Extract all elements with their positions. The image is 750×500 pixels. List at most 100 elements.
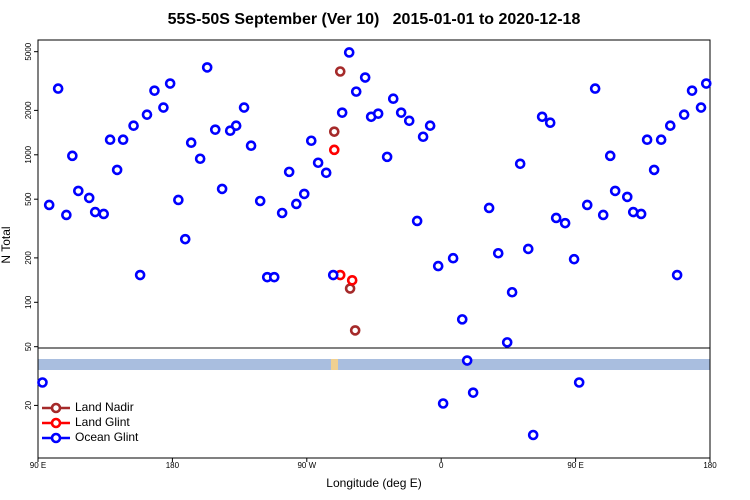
point [328,126,340,137]
point [173,194,184,206]
point [522,243,534,255]
point [483,202,495,214]
y-tick-label: 5000 [24,42,33,60]
point [432,260,444,272]
point [411,215,423,227]
point [128,120,139,131]
point [641,134,653,146]
point [686,85,698,96]
point [194,153,206,165]
point [67,150,78,162]
point [276,207,288,219]
point [336,107,348,118]
point [447,252,459,264]
y-tick-label: 20 [24,400,33,409]
point [238,102,250,113]
point [597,209,609,221]
point [104,134,116,146]
point [117,134,129,146]
point [230,120,242,131]
point [395,107,407,118]
point [536,111,548,123]
point [185,137,197,149]
legend-label: Ocean Glint [75,430,139,444]
legend-marker [50,417,62,429]
x-tick-label: 90 E [567,461,583,470]
point [424,120,436,131]
point [158,102,169,113]
point [506,286,518,298]
point [387,93,399,105]
point [254,195,266,207]
legend-marker [50,402,62,414]
x-tick-label: 180 [166,461,180,470]
point [664,120,676,131]
point [283,166,295,178]
point [621,191,633,203]
point [501,337,513,348]
y-tick-label: 200 [24,251,33,265]
point [149,85,160,96]
point [648,164,660,176]
y-tick-label: 500 [24,192,33,206]
x-tick-label: 90 W [297,461,316,470]
point [527,429,539,441]
point [359,72,371,83]
point [73,185,84,197]
legend-label: Land Nadir [75,400,134,414]
point [437,398,449,409]
y-axis-label: N Total [0,226,13,263]
point [343,47,355,58]
point [678,109,690,120]
point [467,387,479,398]
point [417,131,429,143]
point [334,66,346,77]
point [514,158,526,170]
point [695,102,707,113]
point [305,135,317,147]
point [291,198,302,210]
point [83,192,95,204]
y-tick-label: 100 [24,295,33,309]
point [320,167,332,179]
point [61,209,72,221]
point [609,185,621,197]
point [372,108,384,119]
point [550,212,562,224]
y-tick-label: 50 [24,342,33,351]
chart-title: 55S-50S September (Ver 10) 2015-01-01 to… [168,11,581,28]
point [456,314,468,325]
point [346,274,358,286]
x-tick-label: 90 E [30,461,46,470]
point [37,377,48,388]
point [216,183,228,195]
point [344,283,356,294]
point [141,109,153,120]
map-strip [38,359,710,370]
point [461,355,473,366]
legend-label: Land Glint [75,415,130,429]
map-land [331,359,338,370]
point [164,78,176,89]
point [52,83,64,94]
point [298,188,310,200]
point [403,115,415,127]
point [328,144,340,156]
point [43,199,55,211]
legend-marker [50,432,62,444]
point [201,62,213,73]
point [589,83,601,94]
x-tick-label: 180 [703,461,717,470]
point [89,206,101,218]
point [700,78,712,89]
point [349,325,361,336]
point [581,199,593,211]
x-tick-label: 0 [439,461,444,470]
point [604,150,616,162]
point [111,164,123,176]
point [655,134,667,146]
point [327,269,339,281]
point [245,140,257,152]
